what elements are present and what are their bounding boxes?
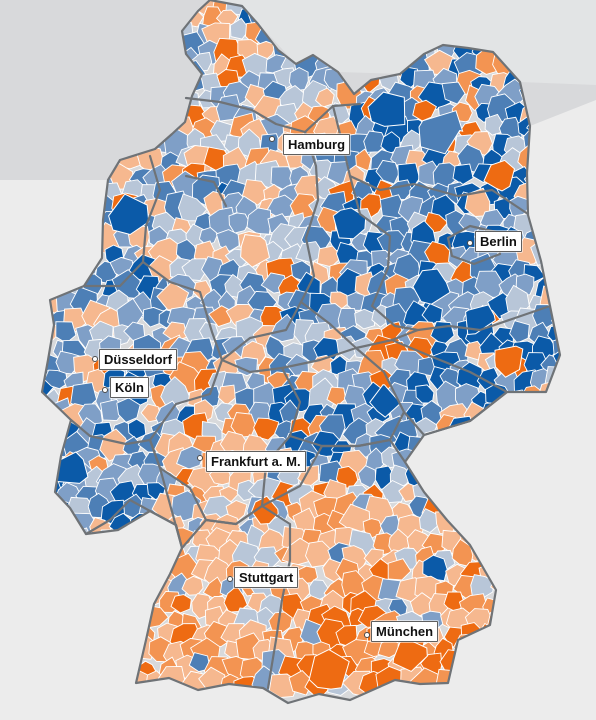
district-region[interactable] xyxy=(241,179,272,206)
outside-land-west-south-east xyxy=(0,100,596,720)
district-region-large[interactable] xyxy=(465,304,496,336)
district-region-large[interactable] xyxy=(483,159,516,192)
district-region[interactable] xyxy=(441,81,466,105)
city-pin-muenchen xyxy=(364,632,370,638)
district-region[interactable] xyxy=(170,594,192,614)
city-pin-frankfurt xyxy=(197,455,203,461)
germany-outline xyxy=(40,0,562,705)
district-region-large[interactable] xyxy=(367,91,406,127)
border-bremen xyxy=(184,174,228,208)
border-hessen xyxy=(148,358,302,526)
district-region-large[interactable] xyxy=(251,495,279,525)
district-region-large[interactable] xyxy=(494,345,524,378)
outside-land-north xyxy=(0,0,596,85)
district-region-large[interactable] xyxy=(240,234,271,268)
border-saarland xyxy=(84,498,152,536)
district-region[interactable] xyxy=(176,445,206,470)
district-region[interactable] xyxy=(202,576,224,599)
border-niedersachsen-east xyxy=(220,130,320,362)
district-region[interactable] xyxy=(509,320,530,344)
district-region[interactable] xyxy=(355,148,372,172)
district-region[interactable] xyxy=(464,340,484,361)
border-bayern-north xyxy=(260,438,407,508)
city-label-frankfurt[interactable]: Frankfurt a. M. xyxy=(206,451,306,472)
district-region[interactable] xyxy=(181,258,207,282)
border-nrw-east xyxy=(69,260,224,446)
city-label-muenchen[interactable]: München xyxy=(371,621,439,642)
city-label-berlin[interactable]: Berlin xyxy=(475,231,522,252)
district-region-large[interactable] xyxy=(392,640,428,672)
border-berlin xyxy=(446,224,502,266)
district-region[interactable] xyxy=(415,384,435,404)
district-region-large[interactable] xyxy=(412,268,451,305)
district-region[interactable] xyxy=(228,212,251,234)
city-label-stuttgart[interactable]: Stuttgart xyxy=(234,567,299,588)
district-region[interactable] xyxy=(268,611,293,634)
district-region-large[interactable] xyxy=(308,649,350,690)
border-brandenburg-west xyxy=(348,174,552,332)
city-pin-duesseldorf xyxy=(92,356,98,362)
border-bw-west xyxy=(180,504,264,550)
district-region-large[interactable] xyxy=(108,193,150,236)
city-label-duesseldorf[interactable]: Düsseldorf xyxy=(99,349,177,370)
state-border-layer xyxy=(40,0,562,705)
city-pin-koeln xyxy=(102,387,108,393)
border-sachsen xyxy=(390,338,509,437)
district-region-large[interactable] xyxy=(418,110,464,155)
border-niedersachsen-west xyxy=(82,154,162,288)
district-region[interactable] xyxy=(346,292,366,311)
district-region[interactable] xyxy=(387,558,412,581)
city-pin-stuttgart xyxy=(227,576,233,582)
district-region[interactable] xyxy=(43,369,69,390)
city-label-hamburg[interactable]: Hamburg xyxy=(283,134,351,155)
city-label-koeln[interactable]: Köln xyxy=(110,377,149,398)
city-pin-hamburg xyxy=(269,136,275,142)
city-pin-berlin xyxy=(467,240,473,246)
